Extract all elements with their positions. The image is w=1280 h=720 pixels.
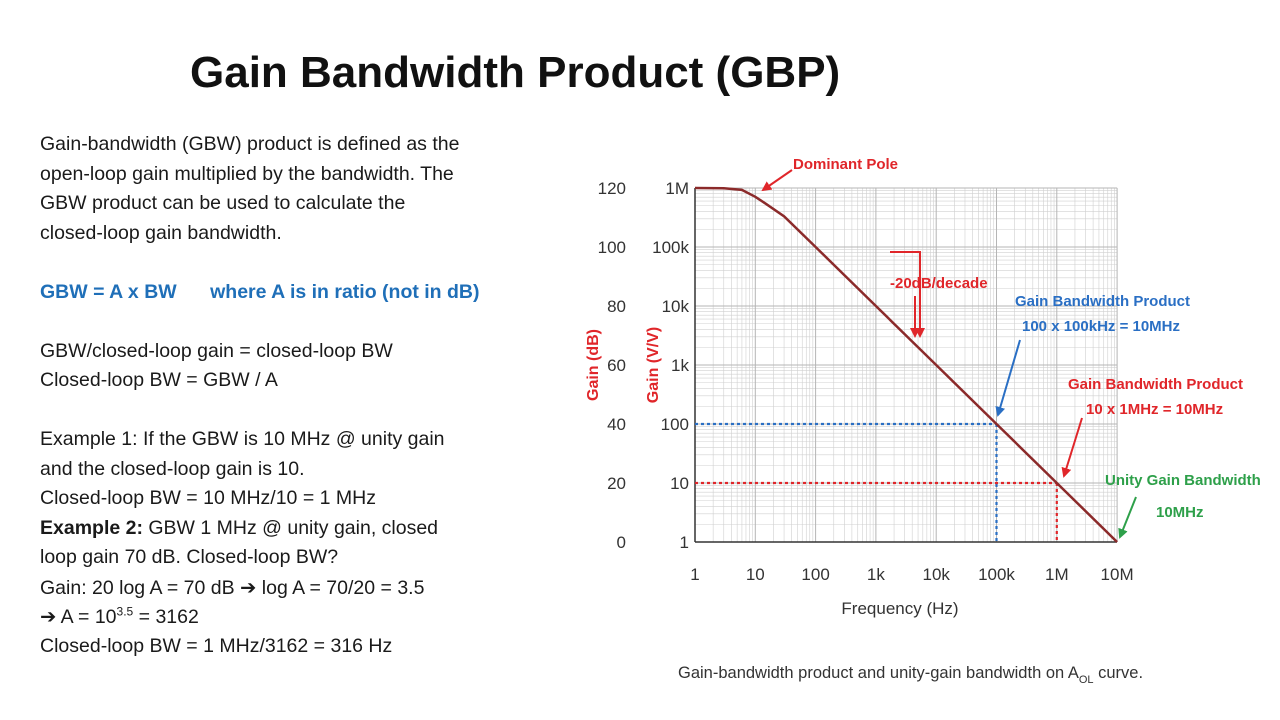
ugb-value: 10MHz [1156, 504, 1204, 521]
dominant-pole-label: Dominant Pole [793, 156, 898, 173]
gbp2-value: 10 x 1MHz = 10MHz [1086, 401, 1223, 418]
y-tick-label-vv: 1 [680, 533, 689, 552]
x-tick-label: 1 [690, 565, 699, 584]
example1-line-2: and the closed-loop gain is 10. [40, 457, 305, 480]
x-tick-label: 10 [746, 565, 765, 584]
caption-end: curve. [1094, 664, 1144, 682]
y-tick-label-db: 60 [607, 356, 626, 375]
example2-line-2: loop gain 70 dB. Closed-loop BW? [40, 546, 339, 568]
arrow-right-icon: ➔ [40, 605, 57, 628]
x-axis-label: Frequency (Hz) [841, 599, 958, 618]
formula-line: GBW = A x BW where A is in ratio (not in… [40, 278, 600, 308]
ratio-line: ➔ A = 103.5 = 3162 [40, 602, 600, 632]
gain-text-a: Gain: 20 log A = 70 dB [40, 576, 241, 599]
closed-loop-line-1: GBW/closed-loop gain = closed-loop BW [40, 339, 393, 362]
gbp1-title: Gain Bandwidth Product [1015, 293, 1190, 310]
x-tick-label: 10M [1101, 565, 1134, 584]
ratio-post: = 3162 [133, 606, 199, 628]
spacer [40, 248, 600, 278]
chart-caption: Gain-bandwidth product and unity-gain ba… [678, 664, 1143, 686]
x-tick-labels: 1 10 100 1k 10k 100k 1M 10M [690, 565, 1133, 584]
dominant-pole-arrow [761, 169, 793, 192]
y-tick-label-db: 0 [617, 533, 626, 552]
closed-loop-line-2: Closed-loop BW = GBW / A [40, 369, 278, 391]
spacer [40, 307, 600, 337]
gbp2-title: Gain Bandwidth Product [1068, 376, 1243, 393]
gbp-guide-lines [695, 422, 1058, 542]
formula-gbw: GBW = A x BW [40, 280, 177, 303]
intro-line-4: closed-loop gain bandwidth. [40, 221, 282, 244]
slope-label: -20dB/decade [890, 275, 988, 292]
slope-arrow-1 [890, 251, 925, 338]
x-tick-label: 10k [922, 565, 950, 584]
x-tick-label: 1k [867, 565, 885, 584]
y-tick-label-db: 80 [607, 297, 626, 316]
gbp1-arrow [995, 339, 1021, 417]
y-tick-label-db: 120 [598, 179, 626, 198]
y-tick-labels-vv: 1 10 100 1k 10k 100k 1M [652, 179, 689, 552]
y-tick-label-db: 100 [598, 238, 626, 257]
ratio-pre: A = 10 [56, 606, 117, 628]
ugb-title: Unity Gain Bandwidth [1105, 472, 1261, 489]
y-tick-label-db: 20 [607, 474, 626, 493]
y-tick-label-vv: 100 [661, 415, 689, 434]
y-tick-label-vv: 1M [665, 179, 689, 198]
slide-title: Gain Bandwidth Product (GBP) [190, 48, 841, 97]
ratio-exponent: 3.5 [116, 604, 134, 619]
y-tick-label-vv: 1k [671, 356, 689, 375]
y-tick-label-vv: 10k [662, 297, 690, 316]
example2-label: Example 2: [40, 516, 143, 539]
caption-main: Gain-bandwidth product and unity-gain ba… [678, 664, 1079, 682]
x-tick-label: 100k [978, 565, 1015, 584]
y-axis-label-vv: Gain (V/V) [645, 327, 662, 403]
example1-line-3: Closed-loop BW = 10 MHz/10 = 1 MHz [40, 487, 376, 509]
spacer [40, 396, 600, 426]
example1-line-1: Example 1: If the GBW is 10 MHz @ unity … [40, 428, 445, 450]
y-tick-label-db: 40 [607, 415, 626, 434]
gbp2-arrow [1061, 417, 1083, 478]
arrow-right-icon: ➔ [240, 575, 257, 599]
x-tick-label: 1M [1045, 565, 1069, 584]
open-loop-gain-curve [694, 186, 1118, 543]
intro-line-2: open-loop gain multiplied by the bandwid… [40, 162, 454, 185]
y-tick-label-vv: 10 [670, 474, 689, 493]
caption-subscript: OL [1079, 674, 1094, 686]
closed-bw-line: Closed-loop BW = 1 MHz/3162 = 316 Hz [40, 634, 393, 657]
intro-line-1: Gain-bandwidth (GBW) product is defined … [40, 133, 460, 155]
slide-body: Gain-bandwidth (GBW) product is defined … [40, 130, 600, 661]
gain-frequency-chart: 1 10 100 1k 10k 100k 1M 10M 1 10 100 1k 10k 100k 1M 0… [585, 156, 1261, 686]
x-tick-label: 100 [801, 565, 829, 584]
example2-line-1: Example 2: GBW 1 MHz @ unity gain, close… [40, 514, 600, 544]
ugb-arrow [1118, 496, 1137, 539]
gain-line: Gain: 20 log A = 70 dB ➔ log A = 70/20 =… [40, 573, 600, 603]
example2-text: GBW 1 MHz @ unity gain, closed [142, 516, 439, 539]
y-axis-label-db: Gain (dB) [585, 329, 602, 401]
y-tick-labels-db: 0 20 40 60 80 100 120 [598, 179, 626, 552]
y-tick-label-vv: 100k [652, 238, 689, 257]
formula-note: where A is in ratio (not in dB) [210, 280, 480, 303]
intro-line-3: GBW product can be used to calculate the [40, 192, 406, 214]
gbp1-value: 100 x 100kHz = 10MHz [1022, 318, 1180, 335]
gain-text-b: log A = 70/20 = 3.5 [256, 576, 425, 599]
